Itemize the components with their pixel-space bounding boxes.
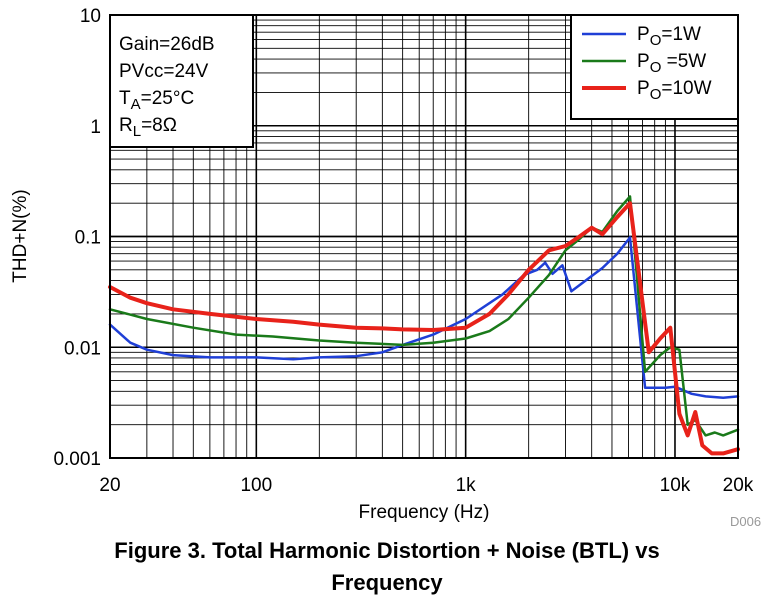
series-line-3: [108, 201, 740, 456]
plot-frame: [109, 14, 739, 459]
x-axis-label: Frequency (Hz): [359, 502, 490, 523]
legend-label: PO=1W: [637, 24, 701, 49]
conditions-box: Gain=26dB PVcc=24V TA=25°CRL=8Ω: [109, 14, 254, 148]
series-line-2: [108, 195, 740, 437]
y-tick-label: 0.01: [64, 338, 101, 359]
y-tick-label: 0.001: [53, 449, 101, 470]
condition-line: TA=25°C: [119, 88, 194, 113]
series-lines: [108, 195, 740, 456]
legend-label: PO=10W: [637, 78, 712, 103]
x-tick-label: 20k: [723, 475, 754, 496]
legend-label: PO =5W: [637, 51, 706, 76]
y-tick-label: 1: [90, 117, 101, 138]
figure-id: D006: [730, 514, 762, 529]
condition-line: PVcc=24V: [119, 61, 209, 82]
condition-line: Gain=26dB: [119, 34, 215, 55]
condition-line: RL=8Ω: [119, 115, 177, 140]
figure-caption-line2: Frequency: [331, 570, 443, 595]
y-tick-label: 0.1: [75, 228, 101, 249]
y-axis-label: THD+N(%): [10, 189, 31, 282]
y-tick-labels: 10 1 0.1 0.01 0.001: [53, 6, 101, 470]
x-tick-label: 1k: [456, 475, 477, 496]
x-tick-label: 100: [240, 475, 272, 496]
figure-caption-line1: Figure 3. Total Harmonic Distortion + No…: [114, 538, 660, 563]
series-line-1: [108, 236, 740, 399]
x-tick-label: 20: [99, 475, 120, 496]
x-tick-label: 10k: [660, 475, 691, 496]
y-tick-label: 10: [80, 6, 101, 27]
thd-vs-frequency-chart: 10 1 0.1 0.01 0.001 20 100 1k 10k 20k THD+N(%) F…: [10, 6, 754, 523]
x-tick-labels: 20 100 1k 10k 20k: [99, 475, 753, 496]
